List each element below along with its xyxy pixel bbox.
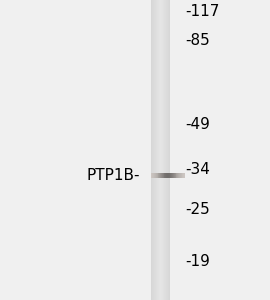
Bar [151, 173, 152, 178]
Text: PTP1B-: PTP1B- [87, 168, 140, 183]
Bar [167, 173, 168, 178]
Bar [158, 0, 159, 300]
Bar [153, 0, 154, 300]
Bar [151, 0, 152, 300]
Bar [168, 173, 169, 178]
Bar [152, 173, 153, 178]
Bar [169, 173, 170, 178]
Bar [164, 173, 165, 178]
Bar [157, 0, 158, 300]
Bar [168, 0, 169, 300]
Bar [155, 0, 156, 300]
Bar [163, 0, 164, 300]
Bar [180, 173, 181, 178]
Bar [159, 0, 160, 300]
Bar [151, 0, 170, 300]
Bar [164, 0, 165, 300]
Text: -25: -25 [185, 202, 210, 217]
Bar [156, 0, 157, 300]
Bar [157, 173, 158, 178]
Bar [171, 173, 172, 178]
Bar [176, 173, 177, 178]
Bar [165, 173, 166, 178]
Bar [152, 0, 153, 300]
Bar [169, 0, 170, 300]
Bar [161, 0, 162, 300]
Bar [166, 0, 167, 300]
Bar [172, 173, 173, 178]
Bar [165, 0, 166, 300]
Text: -117: -117 [185, 4, 219, 20]
Bar [162, 0, 163, 300]
Bar [154, 173, 155, 178]
Bar [163, 173, 164, 178]
Bar [174, 173, 175, 178]
Bar [170, 173, 171, 178]
Bar [155, 173, 156, 178]
Text: -19: -19 [185, 254, 210, 268]
Text: -85: -85 [185, 33, 210, 48]
Bar [184, 173, 185, 178]
Bar [160, 0, 161, 300]
Bar [175, 173, 176, 178]
Bar [158, 173, 159, 178]
Text: -34: -34 [185, 162, 210, 177]
Bar [173, 173, 174, 178]
Bar [178, 173, 179, 178]
Bar [166, 173, 167, 178]
Bar [161, 173, 162, 178]
Bar [181, 173, 182, 178]
Bar [160, 173, 161, 178]
Bar [182, 173, 183, 178]
Bar [177, 173, 178, 178]
Bar [154, 0, 155, 300]
Bar [159, 173, 160, 178]
Bar [156, 173, 157, 178]
Bar [167, 0, 168, 300]
Text: -49: -49 [185, 117, 210, 132]
Bar [179, 173, 180, 178]
Bar [153, 173, 154, 178]
Bar [162, 173, 163, 178]
Bar [183, 173, 184, 178]
